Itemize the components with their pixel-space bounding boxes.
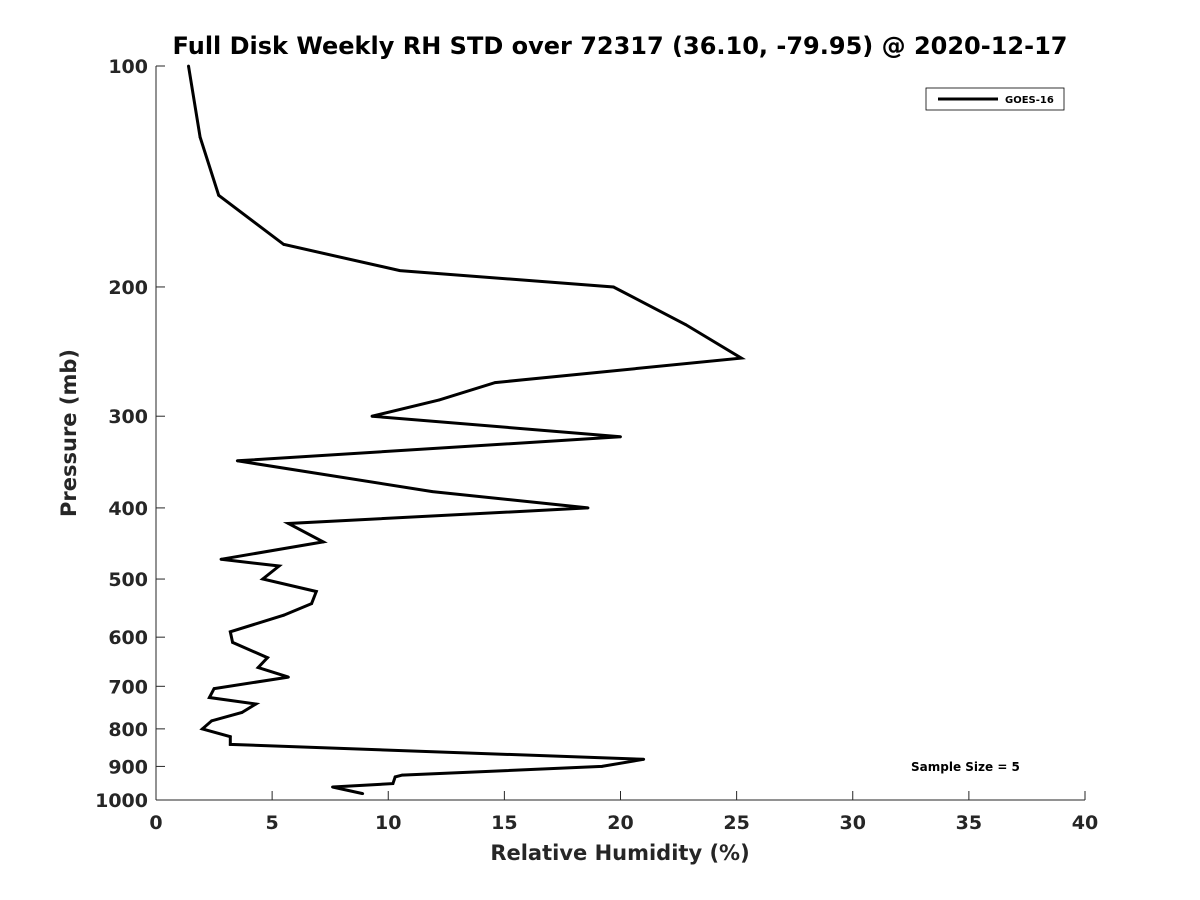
data-point <box>612 285 615 289</box>
data-point <box>391 782 395 785</box>
data-point <box>398 269 402 272</box>
data-point <box>235 459 239 463</box>
data-point <box>228 743 232 746</box>
series-layer <box>187 64 746 796</box>
x-axis-label: Relative Humidity (%) <box>490 841 749 865</box>
y-tick-label: 800 <box>108 719 148 741</box>
data-point <box>393 775 397 779</box>
data-point <box>321 540 325 544</box>
y-ticks: 100 200 300 400 500 600 700 800 900 1000 <box>95 56 165 812</box>
data-point <box>361 792 365 795</box>
data-point <box>619 435 622 439</box>
y-tick-label: 1000 <box>95 790 148 812</box>
data-point <box>266 656 269 660</box>
plot-area: 0 5 10 15 20 25 30 35 40 100 200 300 400 500 600 700 80… <box>95 56 1098 834</box>
data-point <box>256 666 260 669</box>
data-point <box>282 243 286 246</box>
data-point <box>212 687 216 690</box>
y-tick-label: 200 <box>108 277 148 299</box>
data-point <box>287 675 290 679</box>
data-point <box>228 735 232 739</box>
data-point <box>739 356 743 360</box>
data-point <box>231 641 235 644</box>
x-tick-label: 5 <box>266 812 279 834</box>
data-point <box>331 785 334 789</box>
data-point <box>208 696 211 699</box>
data-point <box>210 719 214 723</box>
data-point <box>431 490 434 493</box>
data-point <box>314 590 318 593</box>
data-point <box>310 602 313 605</box>
data-point <box>187 64 190 68</box>
legend-label-goes-16: GOES-16 <box>1005 95 1054 106</box>
y-tick-label: 100 <box>108 56 148 78</box>
data-point <box>282 613 286 617</box>
data-point <box>201 727 204 731</box>
x-tick-label: 0 <box>149 812 162 834</box>
y-tick-label: 300 <box>108 406 148 428</box>
data-point <box>240 711 244 714</box>
sample-size-annotation: Sample Size = 5 <box>911 760 1020 774</box>
data-point <box>437 398 441 402</box>
x-tick-label: 15 <box>491 812 517 834</box>
x-tick-label: 20 <box>607 812 633 834</box>
data-point <box>254 702 258 706</box>
x-tick-label: 25 <box>723 812 749 834</box>
y-tick-label: 900 <box>108 756 148 778</box>
x-tick-label: 40 <box>1072 812 1098 834</box>
data-point <box>217 193 221 197</box>
y-tick-label: 500 <box>108 569 148 591</box>
x-tick-label: 30 <box>840 812 866 834</box>
data-point <box>261 577 265 581</box>
x-ticks: 0 5 10 15 20 25 30 35 40 <box>149 791 1098 834</box>
data-point <box>684 323 687 326</box>
data-point <box>228 630 232 634</box>
legend: GOES-16 <box>925 87 1065 111</box>
x-tick-label: 35 <box>956 812 982 834</box>
y-tick-label: 400 <box>108 498 148 520</box>
data-point <box>370 414 374 418</box>
data-point <box>400 773 404 777</box>
data-point <box>600 765 604 768</box>
data-point <box>493 381 497 384</box>
data-point <box>642 757 646 761</box>
y-tick-label: 700 <box>108 676 148 698</box>
data-point <box>287 522 290 525</box>
data-point <box>586 506 590 510</box>
y-axis-label: Pressure (mb) <box>57 349 81 517</box>
x-tick-label: 10 <box>375 812 401 834</box>
data-point <box>277 564 281 568</box>
chart-title: Full Disk Weekly RH STD over 72317 (36.1… <box>173 32 1068 60</box>
data-point <box>198 135 202 139</box>
y-tick-label: 600 <box>108 627 148 649</box>
data-point <box>219 557 223 561</box>
